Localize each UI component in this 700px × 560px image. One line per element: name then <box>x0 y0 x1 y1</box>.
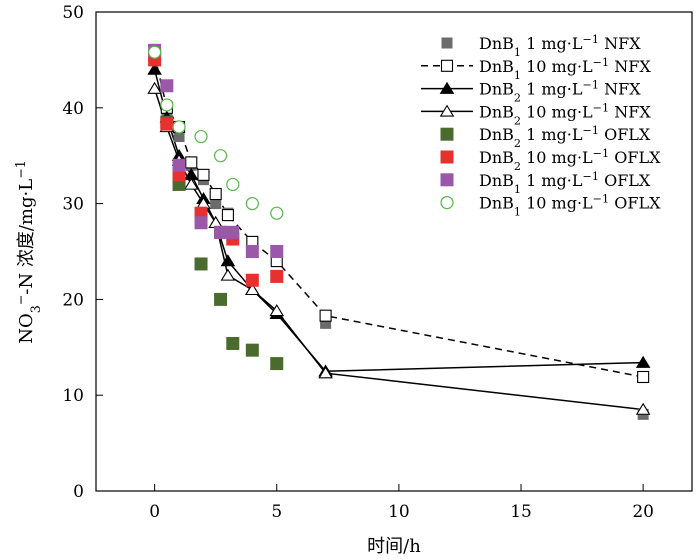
legend-label: DnB2 1 mg·L−1 NFX <box>479 78 641 104</box>
data-point <box>173 131 185 143</box>
data-point <box>210 198 222 210</box>
y-tick-label: 30 <box>62 195 84 215</box>
x-tick-label: 15 <box>510 502 532 522</box>
data-point <box>183 177 199 190</box>
data-point <box>172 158 186 172</box>
x-tick-label: 5 <box>271 502 282 522</box>
data-point <box>245 197 259 211</box>
data-point <box>270 206 284 220</box>
plot-frame <box>95 11 693 492</box>
y-tick-label: 40 <box>62 99 84 119</box>
x-axis-label: 时间/h <box>367 536 421 557</box>
data-point <box>221 209 234 222</box>
legend-label: DnB2 1 mg·L−1 OFLX <box>479 124 651 150</box>
data-point <box>194 216 208 230</box>
data-point <box>172 120 186 134</box>
x-tick-label: 0 <box>149 502 160 522</box>
legend-marker <box>440 173 454 187</box>
data-point <box>147 62 162 75</box>
legend-label: DnB1 1 mg·L−1 NFX <box>479 33 641 59</box>
data-point <box>270 269 284 283</box>
y-tick-label: 0 <box>73 482 84 502</box>
legend-marker <box>440 59 454 72</box>
data-point <box>160 79 174 93</box>
data-point <box>318 366 333 379</box>
data-point <box>270 245 284 258</box>
data-point <box>269 304 285 317</box>
legend-marker <box>440 127 454 141</box>
data-point <box>226 177 240 192</box>
x-tick-label: 20 <box>632 502 654 522</box>
legend-label: DnB2 10 mg·L−1 OFLX <box>479 147 661 173</box>
legend-marker <box>439 104 455 117</box>
series-line <box>153 54 644 378</box>
data-point <box>214 225 228 239</box>
data-point <box>226 225 240 239</box>
data-point <box>635 402 651 415</box>
data-point <box>185 156 198 169</box>
data-point <box>214 292 228 306</box>
data-point <box>194 129 208 144</box>
data-point <box>245 343 259 357</box>
series-markers <box>147 43 651 420</box>
data-point <box>160 98 174 112</box>
data-point <box>213 149 228 163</box>
data-point <box>220 254 236 267</box>
y-tick-label: 20 <box>62 290 84 310</box>
data-point <box>320 317 332 329</box>
data-point <box>148 45 162 59</box>
legend-label: DnB1 10 mg·L−1 OFLX <box>479 192 661 218</box>
data-point <box>245 245 259 258</box>
x-axis: 0 5 10 15 20 <box>149 484 654 522</box>
data-point <box>197 168 210 181</box>
legend-marker <box>439 81 455 94</box>
data-point <box>319 309 332 322</box>
y-axis: 0 10 20 30 40 50 <box>62 3 103 502</box>
data-point <box>220 268 236 281</box>
data-point <box>226 336 240 350</box>
legend-marker <box>440 150 454 164</box>
legend-marker <box>440 196 454 210</box>
data-point <box>209 187 222 201</box>
data-point <box>635 355 651 368</box>
data-point <box>194 257 208 271</box>
legend-label: DnB1 10 mg·L−1 NFX <box>479 55 651 81</box>
legend-marker <box>441 37 453 49</box>
data-point <box>245 282 260 296</box>
x-tick-label: 10 <box>388 502 410 522</box>
legend-label: DnB1 1 mg·L−1 OFLX <box>479 169 651 195</box>
data-point <box>637 370 650 384</box>
y-axis-label: NO3−-N 浓度/mg·L−1 <box>13 160 43 344</box>
data-point <box>270 357 284 371</box>
y-tick-label: 50 <box>62 3 84 23</box>
data-point <box>245 273 259 287</box>
data-point <box>147 81 162 94</box>
data-point <box>160 117 174 131</box>
y-tick-label: 10 <box>62 386 84 406</box>
legend-label: DnB2 10 mg·L−1 NFX <box>479 101 651 127</box>
